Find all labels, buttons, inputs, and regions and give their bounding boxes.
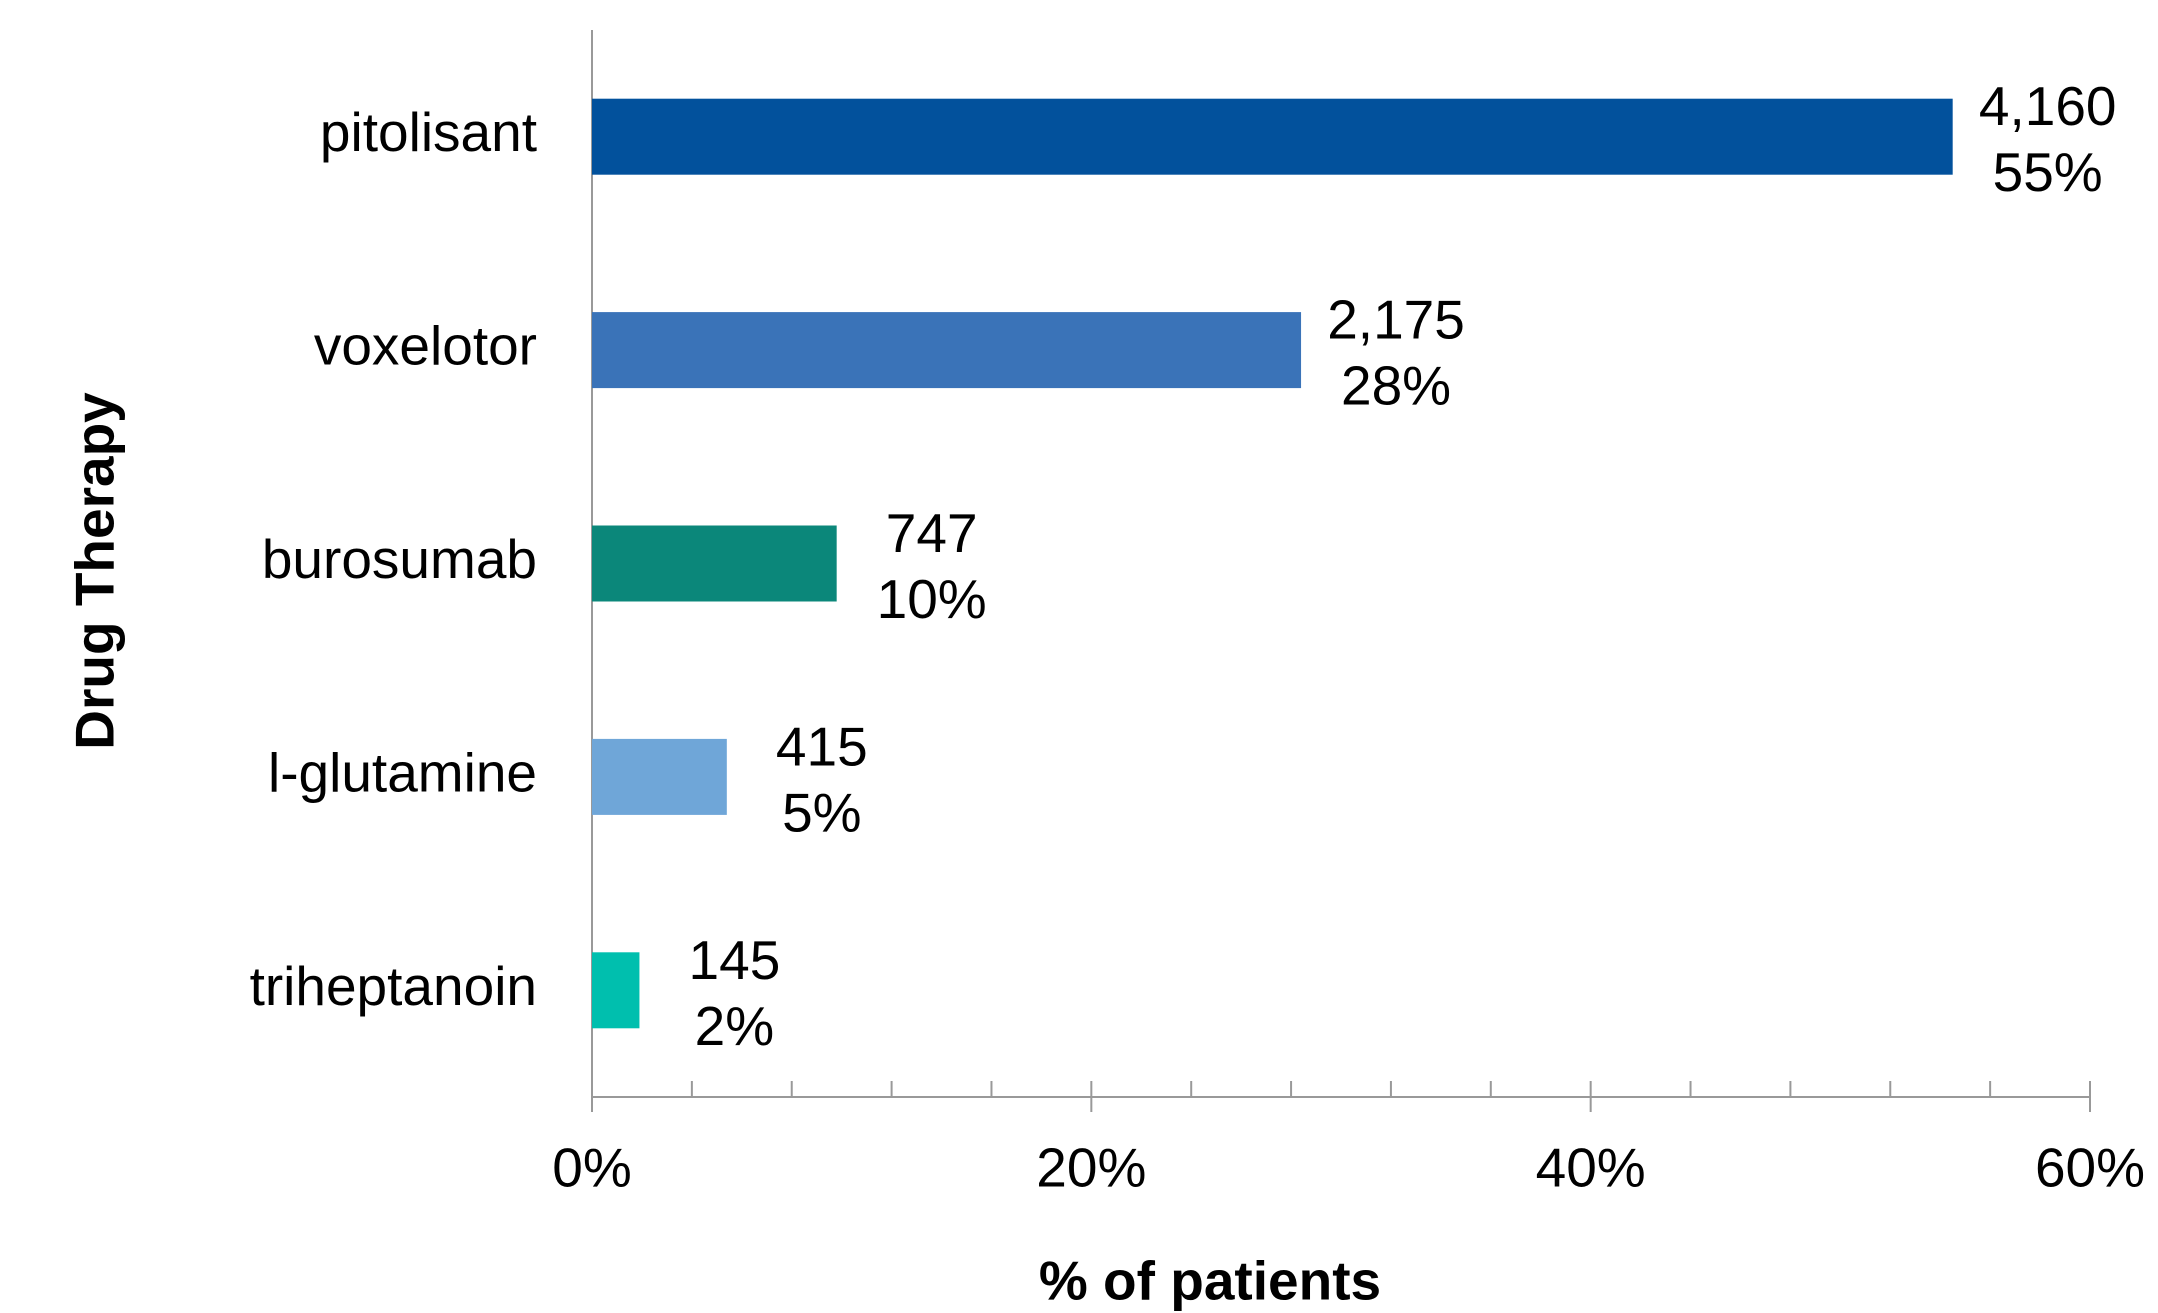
y-axis-title: Drug Therapy [64,392,126,750]
y-tick-label: l-glutamine [268,741,537,803]
y-tick-label: triheptanoin [250,955,537,1017]
x-tick-label: 40% [1536,1137,1646,1199]
y-tick-label: voxelotor [314,315,537,377]
value-label: 2% [695,995,775,1057]
count-label: 415 [776,715,868,777]
value-label: 55% [1993,141,2103,203]
count-label: 2,175 [1327,289,1465,351]
bar [592,312,1302,389]
x-tick-label: 20% [1036,1137,1146,1199]
count-label: 747 [886,502,978,564]
y-tick-label: pitolisant [320,101,537,163]
value-label: 10% [877,568,987,630]
x-tick-label: 60% [2035,1137,2145,1199]
count-label: 145 [689,929,781,991]
x-tick-label: 0% [552,1137,632,1199]
value-label: 5% [782,781,862,843]
bar [592,738,727,815]
bar [592,98,1953,175]
bar [592,952,640,1029]
x-axis-title: % of patients [1039,1250,1381,1312]
count-label: 4,160 [1979,75,2117,137]
value-label: 28% [1341,355,1451,417]
y-tick-label: burosumab [262,528,537,590]
bar [592,525,837,602]
